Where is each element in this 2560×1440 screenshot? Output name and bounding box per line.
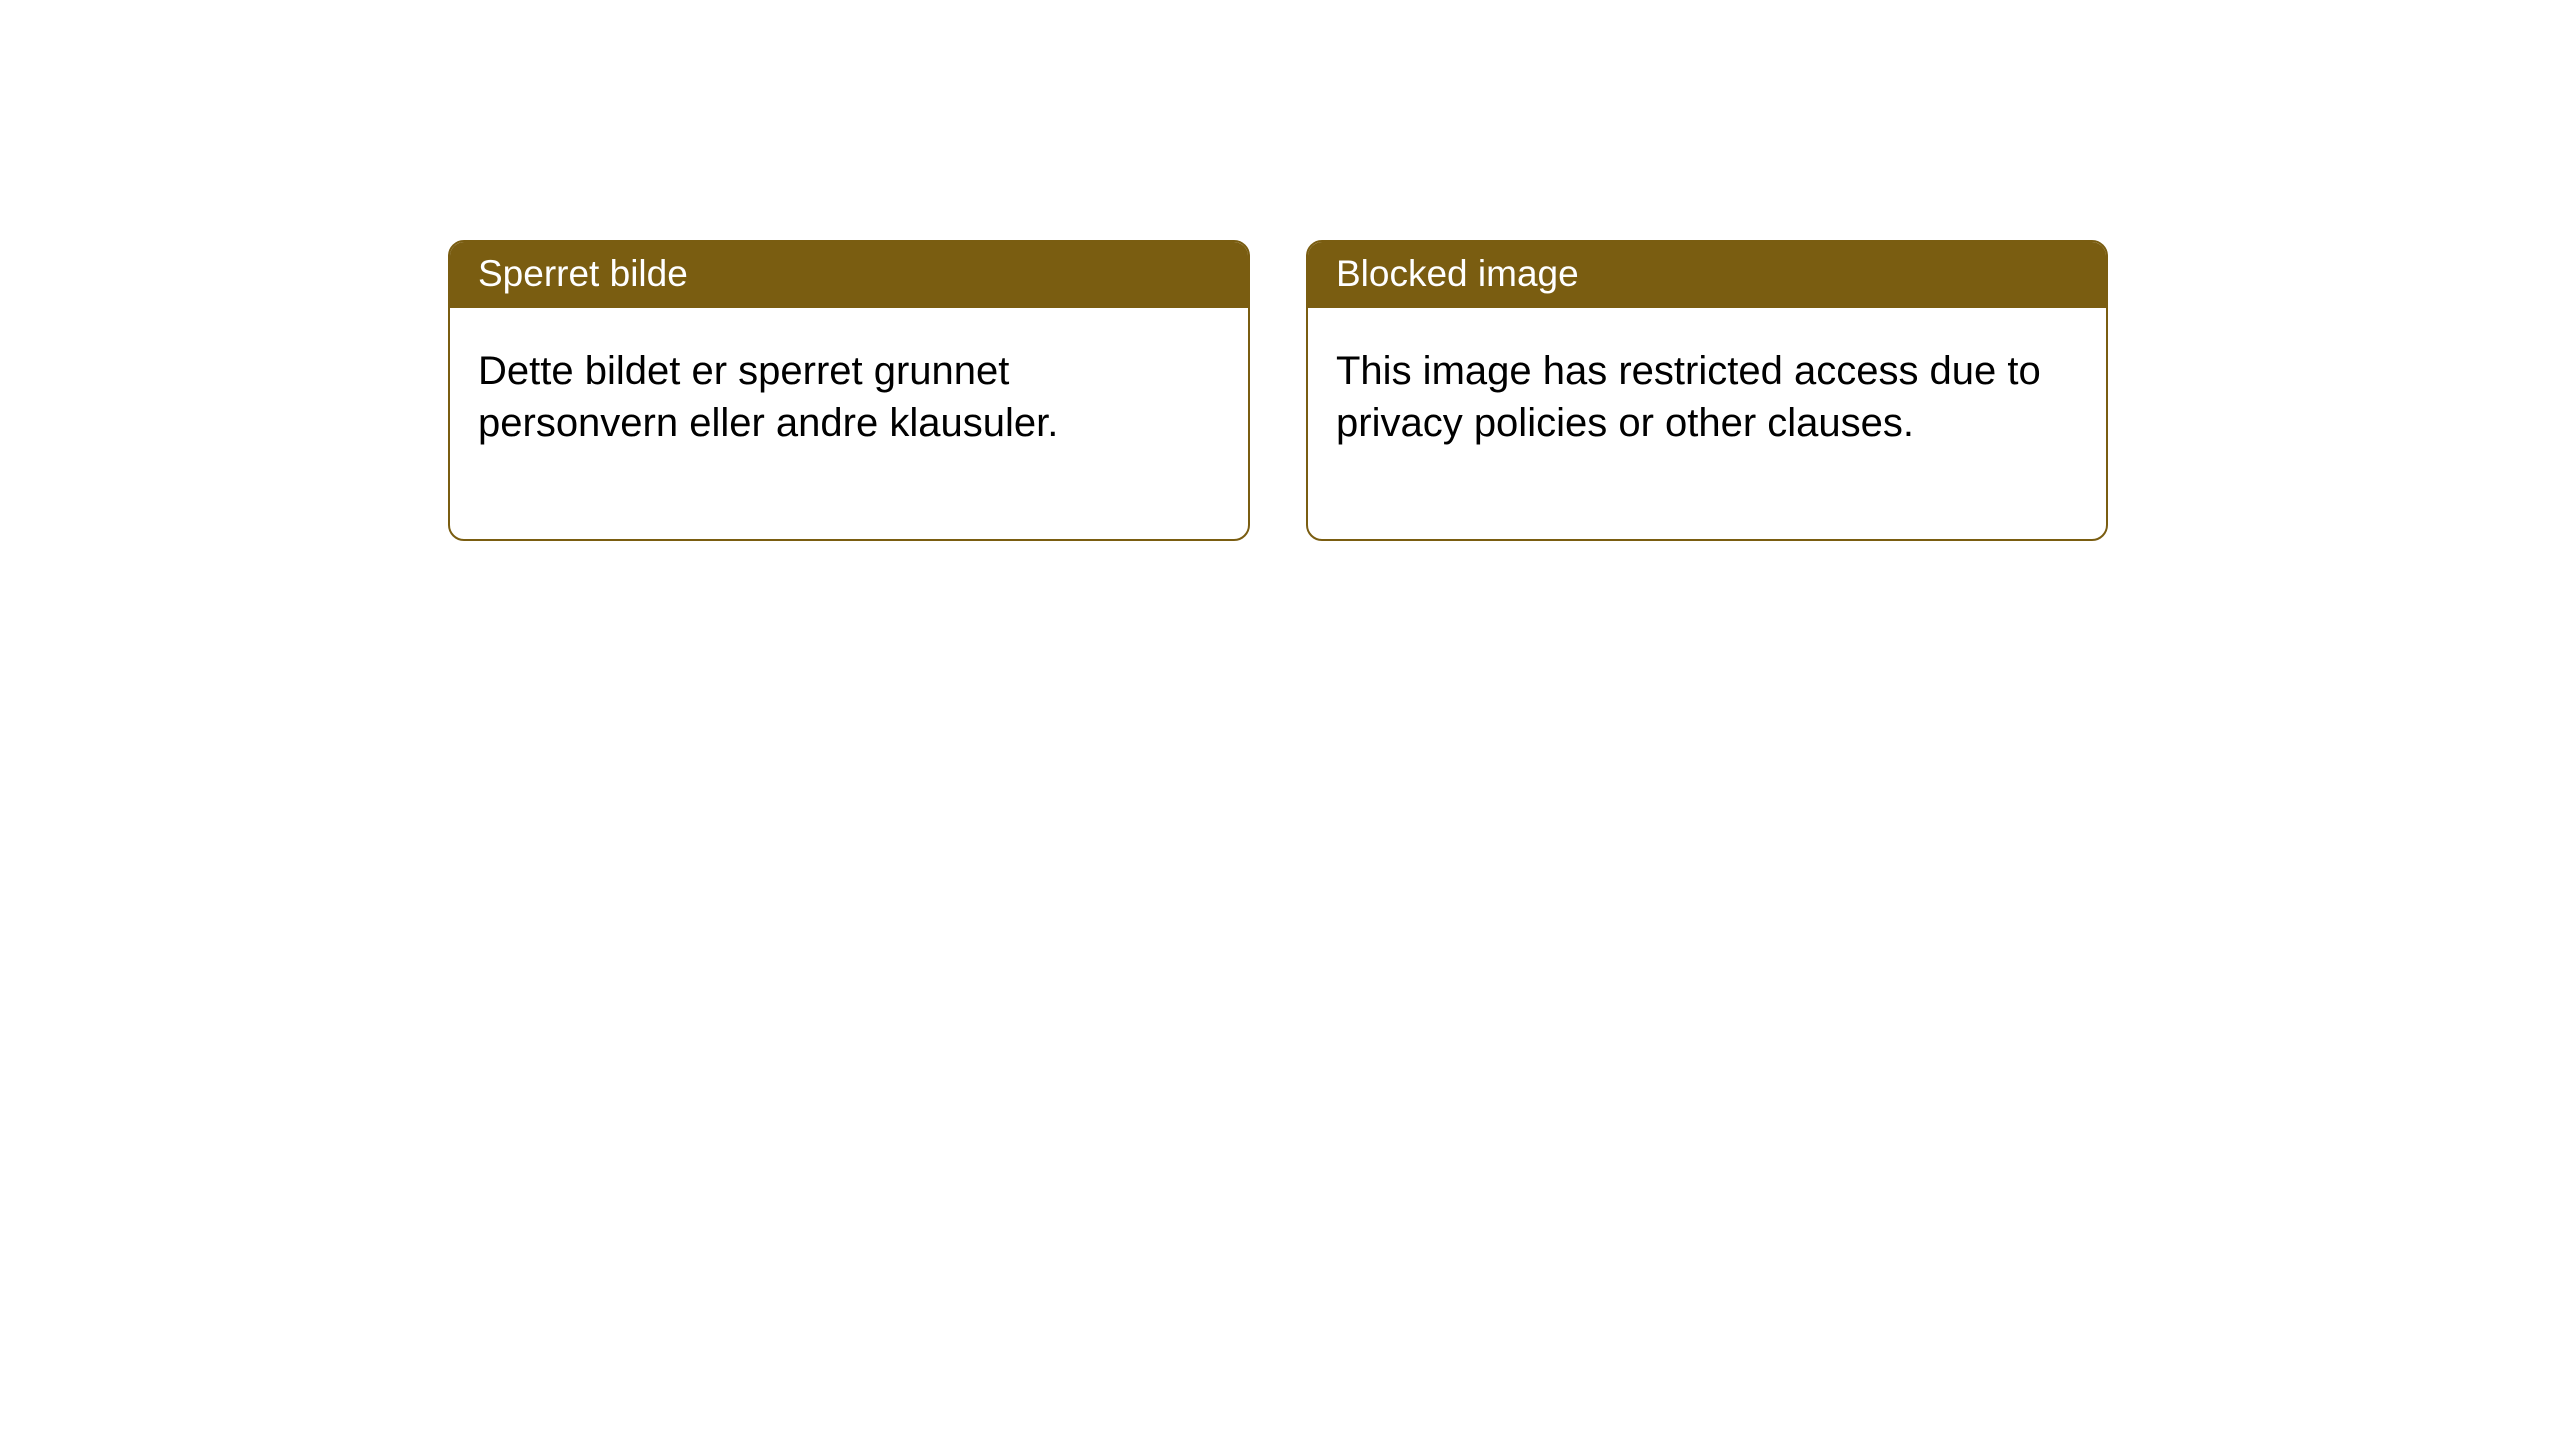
notice-title: Sperret bilde xyxy=(450,242,1248,308)
notice-card-norwegian: Sperret bilde Dette bildet er sperret gr… xyxy=(448,240,1250,541)
notice-body: This image has restricted access due to … xyxy=(1308,308,2106,538)
notice-title: Blocked image xyxy=(1308,242,2106,308)
notice-card-english: Blocked image This image has restricted … xyxy=(1306,240,2108,541)
notice-container: Sperret bilde Dette bildet er sperret gr… xyxy=(0,0,2560,541)
notice-body: Dette bildet er sperret grunnet personve… xyxy=(450,308,1248,538)
